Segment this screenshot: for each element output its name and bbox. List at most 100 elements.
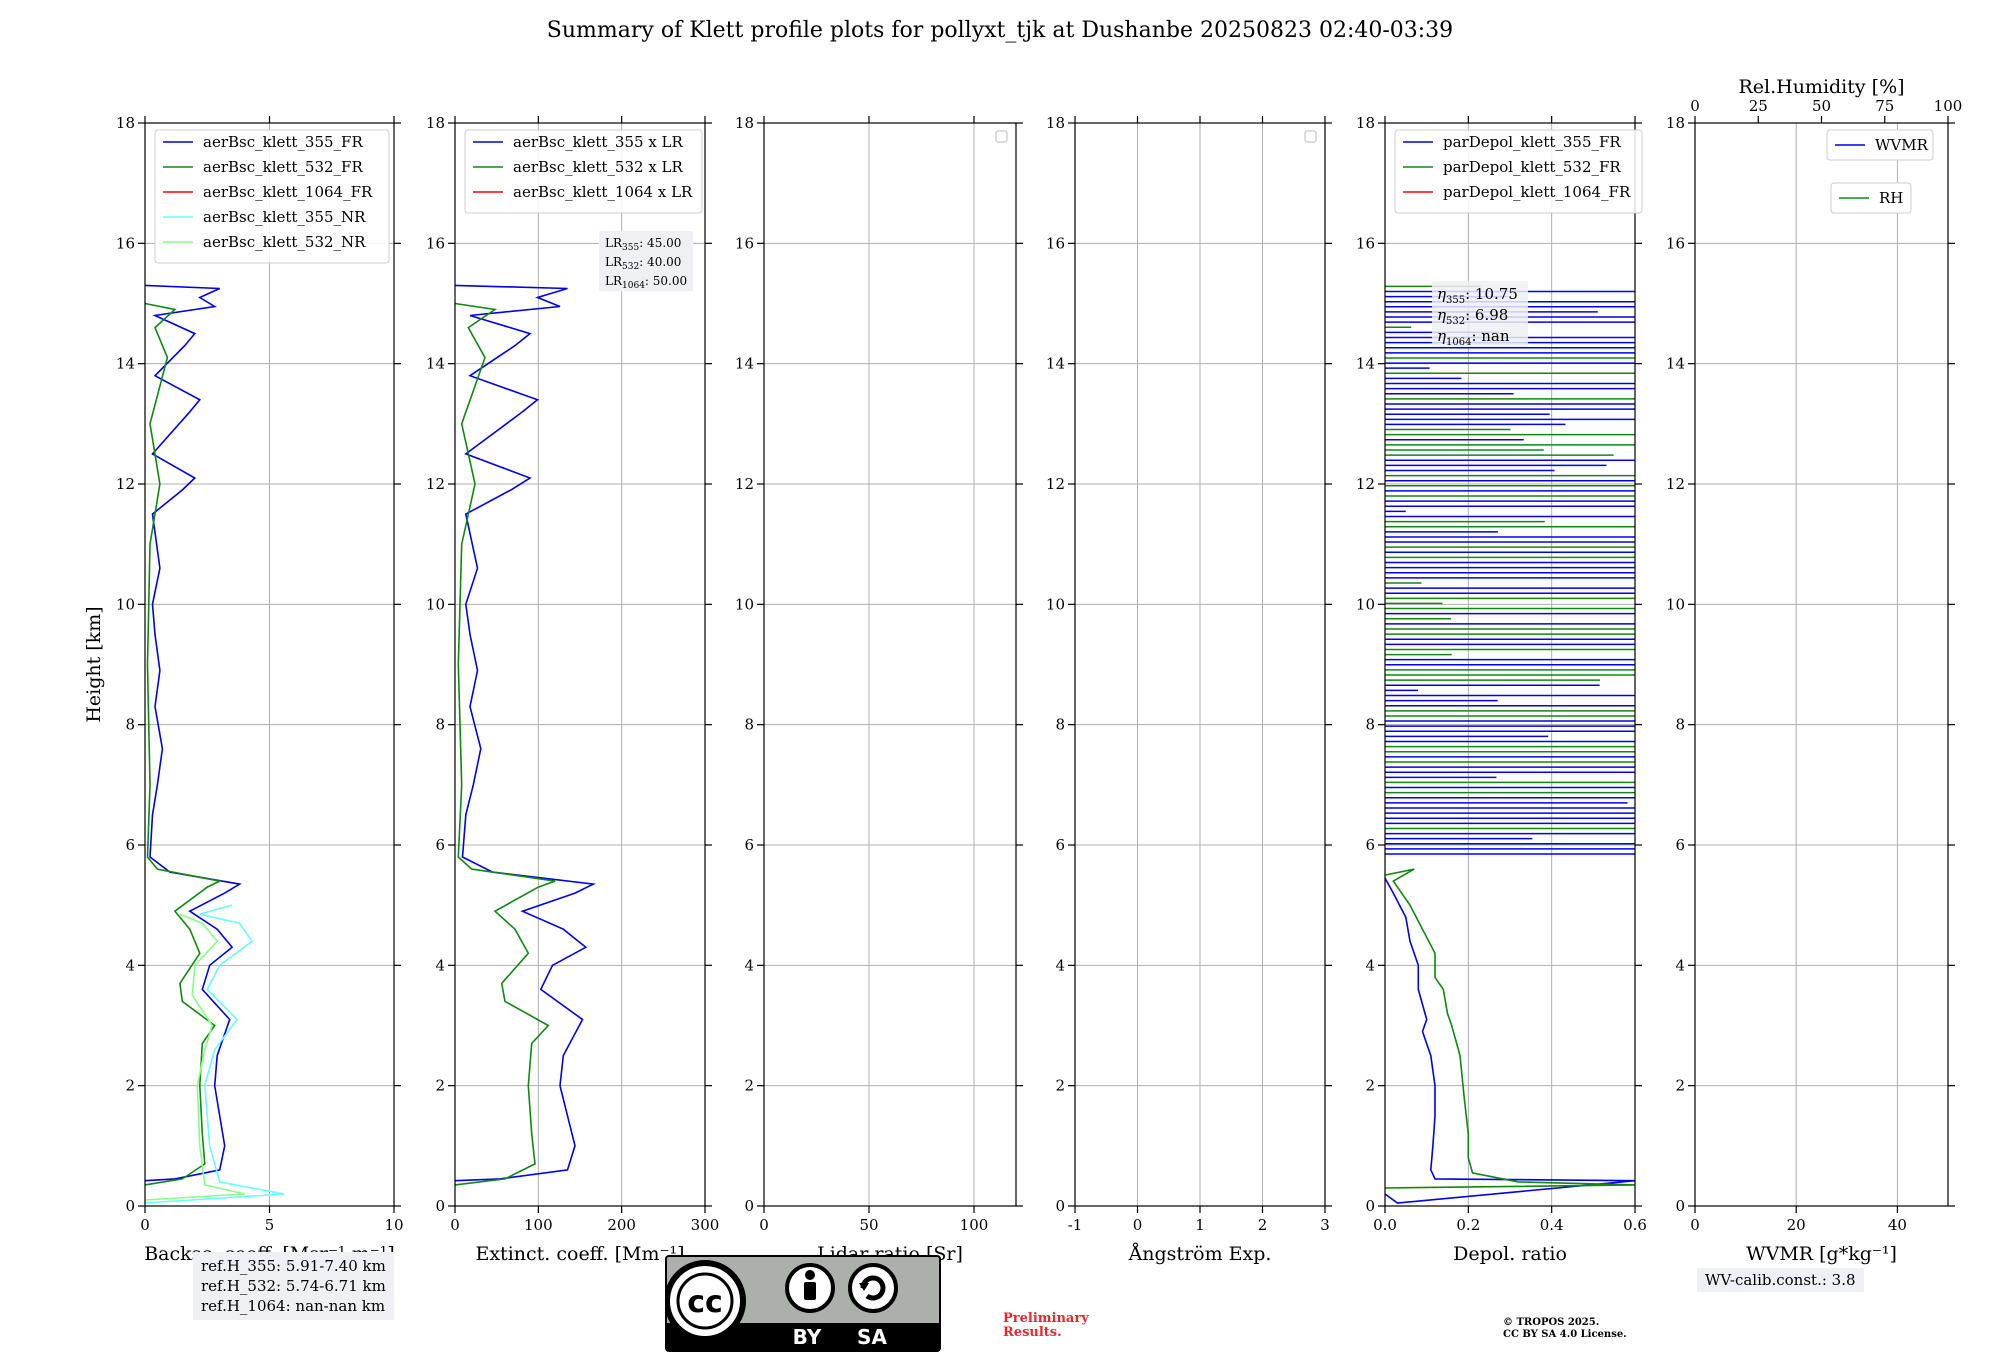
y-tick-label: 10: [1356, 595, 1375, 613]
axes-frame: [763, 122, 1017, 1207]
y-tick-label: 12: [1356, 475, 1375, 493]
eta-subscript: 532: [1446, 316, 1465, 327]
x-tick-label: 200: [607, 1216, 636, 1234]
top-x-tick-label: 0: [1690, 97, 1700, 115]
eta-info-line: η1064: nan: [1437, 327, 1510, 348]
copyright-line-1: © TROPOS 2025.: [1503, 1317, 1600, 1328]
empty-legend-box: [995, 130, 1008, 143]
y-tick-label: 18: [426, 114, 445, 132]
y-tick-label: 4: [435, 956, 445, 974]
y-tick-label: 18: [1046, 114, 1065, 132]
ref-height-box: ref.H_355: 5.91-7.40 km ref.H_532: 5.74-…: [193, 1252, 394, 1320]
y-tick-label: 10: [735, 595, 754, 613]
y-tick-label: 14: [426, 355, 445, 373]
eta-symbol: η: [1437, 327, 1446, 345]
wv-calib-box: WV-calib.const.: 3.8: [1697, 1268, 1864, 1292]
panel-ext: 0 2 4 6 8 10 12 14 16 18 0 100 200 300 Extinct. coeff.…: [426, 114, 719, 1265]
legend-label: aerBsc_klett_532 x LR: [513, 158, 684, 176]
legend-box: [464, 129, 703, 214]
lr-subscript: 355: [622, 243, 639, 253]
y-tick-label: 10: [116, 595, 135, 613]
y-tick-label: 0: [435, 1197, 445, 1215]
lr-info-line: LR1064: 50.00: [605, 274, 687, 291]
eta-info-line: η355: 10.75: [1437, 285, 1518, 306]
y-tick-label: 12: [426, 475, 445, 493]
y-tick-label: 0: [1365, 1197, 1375, 1215]
eta-subscript: 355: [1446, 295, 1465, 306]
y-tick-label: 4: [125, 956, 135, 974]
y-tick-label: 2: [1055, 1077, 1065, 1095]
x-axis-label: Extinct. coeff. [Mm⁻¹]: [475, 1243, 684, 1265]
x-tick-label: 0.0: [1373, 1216, 1397, 1234]
lr-value: : 40.00: [639, 255, 681, 269]
legend-box: [1394, 129, 1643, 214]
axes-frame: [454, 122, 706, 1207]
figure-title: Summary of Klett profile plots for polly…: [546, 18, 1454, 43]
eta-symbol: η: [1437, 285, 1446, 303]
top-x-axis-label: Rel.Humidity [%]: [1738, 76, 1904, 98]
eta-info-box: [1432, 281, 1528, 347]
series-aerBsc_klett_532_FR: [144, 302, 223, 1186]
y-axis-label: Height [km]: [83, 606, 105, 722]
x-tick-label: 0.2: [1456, 1216, 1480, 1234]
y-tick-label: 16: [426, 234, 445, 252]
y-tick-label: 16: [1046, 234, 1065, 252]
x-tick-label: 0: [759, 1216, 769, 1234]
y-tick-label: 12: [116, 475, 135, 493]
y-tick-label: 10: [1046, 595, 1065, 613]
x-axis-label: WVMR [g*kg⁻¹]: [1746, 1243, 1897, 1265]
x-tick-label: 1: [1195, 1216, 1205, 1234]
series-parDepol_klett_355_FR: [1384, 877, 1636, 1204]
y-tick-label: 8: [435, 716, 445, 734]
lr-value: : 45.00: [639, 236, 681, 250]
y-tick-label: 18: [1666, 114, 1685, 132]
x-tick-label: 0: [1133, 1216, 1143, 1234]
y-tick-label: 0: [125, 1197, 135, 1215]
y-tick-label: 8: [1675, 716, 1685, 734]
preliminary-line-1: Preliminary: [1003, 1311, 1089, 1326]
lr-subscript: 532: [622, 262, 639, 272]
lr-symbol: LR: [605, 274, 623, 288]
lr-value: : 50.00: [645, 274, 687, 288]
y-tick-label: 18: [1356, 114, 1375, 132]
eta-symbol: η: [1437, 306, 1446, 324]
x-tick-label: 10: [384, 1216, 403, 1234]
legend-label: parDepol_klett_532_FR: [1443, 158, 1621, 176]
x-tick-label: 0: [450, 1216, 460, 1234]
y-tick-label: 6: [1365, 836, 1375, 854]
lr-symbol: LR: [605, 236, 623, 250]
legend-label: aerBsc_klett_532_NR: [203, 233, 366, 251]
axes-frame: [1384, 122, 1636, 1207]
eta-subscript: 1064: [1446, 337, 1471, 348]
top-x-tick-label: 100: [1934, 97, 1963, 115]
y-tick-label: 6: [435, 836, 445, 854]
y-tick-label: 12: [1666, 475, 1685, 493]
legend-label: aerBsc_klett_532_FR: [203, 158, 363, 176]
x-tick-label: 100: [524, 1216, 553, 1234]
svg-text:cc: cc: [687, 1285, 723, 1320]
x-tick-label: -1: [1068, 1216, 1083, 1234]
y-tick-label: 8: [1055, 716, 1065, 734]
panel-wv: 0 2 4 6 8 10 12 14 16 18 0 20 40 0 25 50 75 100 Rel.Humidi…: [1666, 76, 1962, 1265]
legend-label: aerBsc_klett_1064_FR: [203, 183, 373, 201]
legend-label: aerBsc_klett_355 x LR: [513, 133, 684, 151]
panel-depol: 0 2 4 6 8 10 12 14 16 18 0.0 0.2 0.4 0.6 Depol. ratio p…: [1356, 114, 1647, 1265]
y-tick-label: 8: [1365, 716, 1375, 734]
lr-info-line: LR532: 40.00: [605, 255, 681, 272]
series-aerBsc_klett_355_NR: [144, 904, 285, 1204]
y-tick-label: 10: [426, 595, 445, 613]
legend-label: aerBsc_klett_1064 x LR: [513, 183, 693, 201]
lr-symbol: LR: [605, 255, 623, 269]
y-tick-label: 16: [1356, 234, 1375, 252]
y-tick-label: 2: [435, 1077, 445, 1095]
legend-label: WVMR: [1875, 136, 1929, 154]
lr-subscript: 1064: [622, 281, 645, 291]
x-tick-label: 5: [265, 1216, 275, 1234]
y-tick-label: 2: [1675, 1077, 1685, 1095]
y-tick-label: 10: [1666, 595, 1685, 613]
cc-by-label: BY: [793, 1325, 822, 1349]
x-tick-label: 0.4: [1540, 1216, 1564, 1234]
